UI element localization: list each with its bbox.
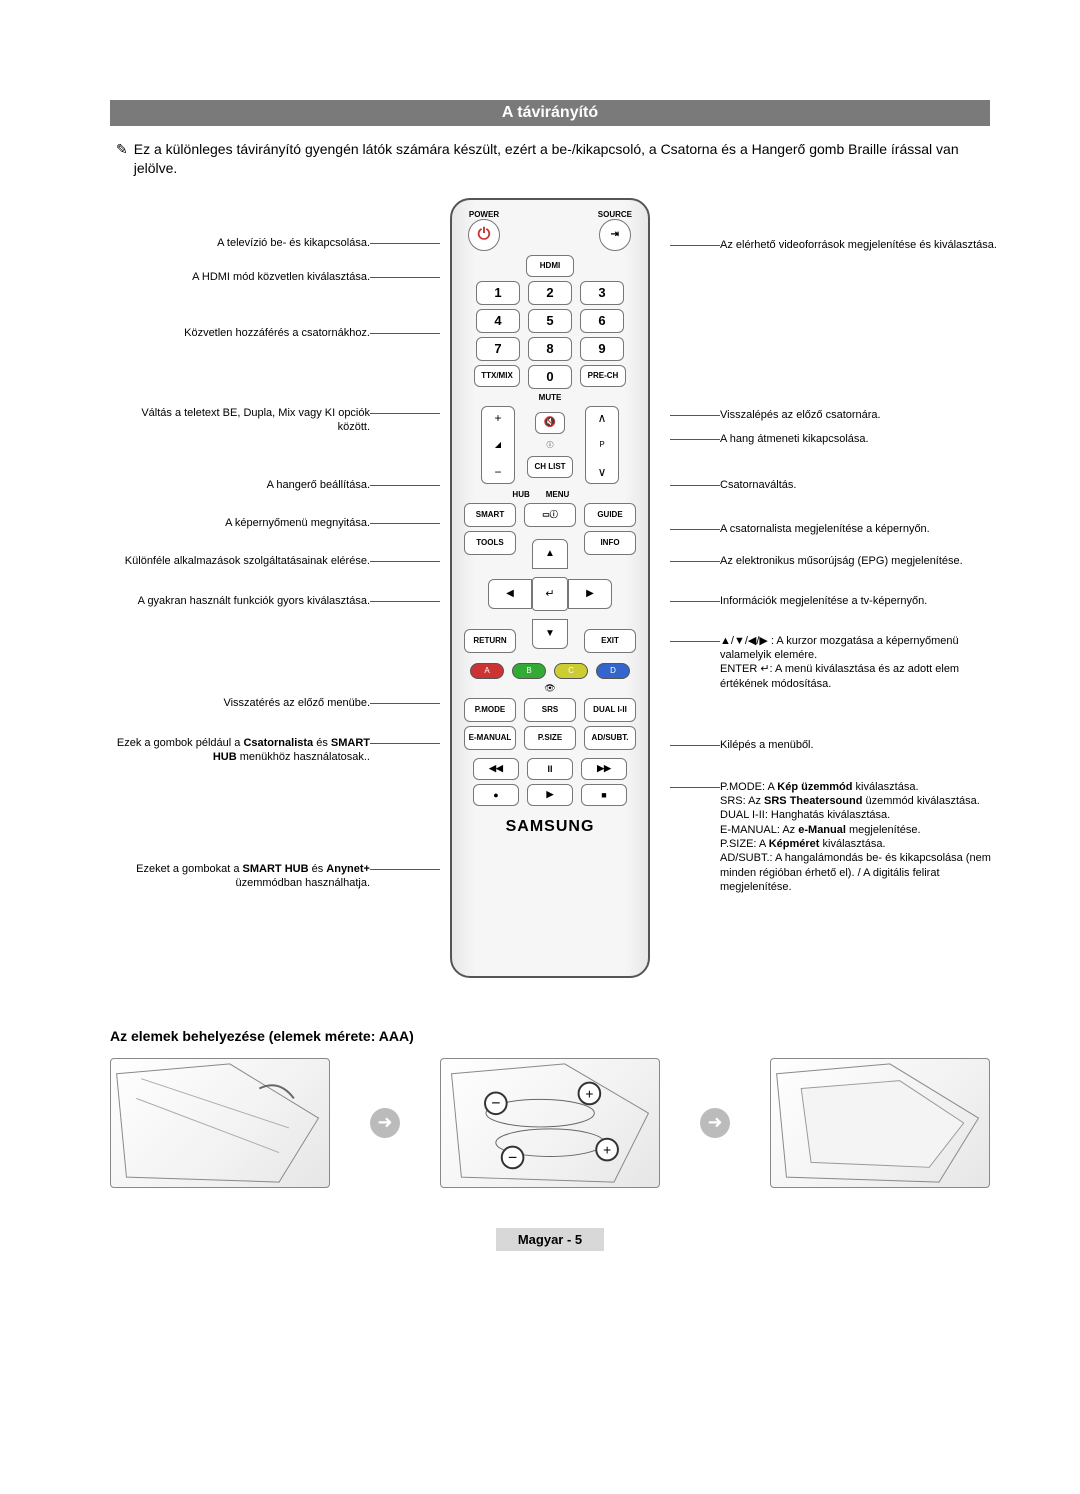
callout: A hangerő beállítása. bbox=[110, 478, 370, 492]
note-icon: ✎ bbox=[116, 140, 128, 158]
emanual-button[interactable]: E-MANUAL bbox=[464, 726, 516, 750]
num-1[interactable]: 1 bbox=[476, 281, 520, 305]
callout: Visszatérés az előző menübe. bbox=[110, 696, 370, 710]
callout: Visszalépés az előző csatornára. bbox=[720, 408, 1000, 422]
num-6[interactable]: 6 bbox=[580, 309, 624, 333]
remote-layout: A televízió be- és kikapcsolása. A HDMI m… bbox=[110, 198, 990, 998]
menu-button[interactable]: ▭ⓘ bbox=[524, 503, 576, 527]
intro-row: ✎ Ez a különleges távirányító gyengén lá… bbox=[110, 140, 990, 178]
chlist-button[interactable]: CH LIST bbox=[527, 456, 573, 478]
callout: Információk megjelenítése a tv-képernyőn… bbox=[720, 594, 1000, 608]
vol-down-icon: − bbox=[494, 465, 501, 479]
callout: Csatornaváltás. bbox=[720, 478, 1000, 492]
power-button[interactable]: ⏻ bbox=[468, 219, 500, 251]
prech-button[interactable]: PRE-CH bbox=[580, 365, 626, 387]
menu-label: MENU bbox=[546, 490, 570, 499]
vol-up-icon: + bbox=[494, 411, 501, 425]
callout: Az elérhető videoforrások megjelenítése … bbox=[720, 238, 1000, 252]
num-8[interactable]: 8 bbox=[528, 337, 572, 361]
callout: A képernyőmenü megnyitása. bbox=[110, 516, 370, 530]
num-4[interactable]: 4 bbox=[476, 309, 520, 333]
color-d[interactable]: D bbox=[596, 663, 630, 679]
battery-step-1 bbox=[110, 1058, 330, 1188]
color-b[interactable]: B bbox=[512, 663, 546, 679]
dpad: ▲ ▼ ◀ ▶ ↵ bbox=[470, 539, 630, 649]
callout: A csatornalista megjelenítése a képernyő… bbox=[720, 522, 1000, 536]
plus-icon: + bbox=[585, 1086, 593, 1101]
num-2[interactable]: 2 bbox=[528, 281, 572, 305]
callout: Különféle alkalmazások szolgáltatásainak… bbox=[110, 554, 370, 568]
pause-button[interactable]: II bbox=[527, 758, 573, 780]
source-label: SOURCE bbox=[598, 210, 632, 219]
page-number: Magyar - 5 bbox=[496, 1228, 604, 1251]
adsubt-button[interactable]: AD/SUBT. bbox=[584, 726, 636, 750]
callout: ▲/▼/◀/▶ : A kurzor mozgatása a képernyőm… bbox=[720, 634, 1000, 691]
battery-heading: Az elemek behelyezése (elemek mérete: AA… bbox=[110, 1028, 990, 1044]
step-arrow-icon: ➜ bbox=[700, 1108, 730, 1138]
battery-step-2: + − + − bbox=[440, 1058, 660, 1188]
mute-label: MUTE bbox=[539, 393, 562, 402]
callout: Közvetlen hozzáférés a csatornákhoz. bbox=[110, 326, 370, 340]
srs-button[interactable]: SRS bbox=[524, 698, 576, 722]
psize-button[interactable]: P.SIZE bbox=[524, 726, 576, 750]
battery-step-3 bbox=[770, 1058, 990, 1188]
num-9[interactable]: 9 bbox=[580, 337, 624, 361]
callout: P.MODE: A Kép üzemmód kiválasztása.SRS: … bbox=[720, 780, 1000, 894]
stop-button[interactable]: ■ bbox=[581, 784, 627, 806]
minus-icon: − bbox=[508, 1149, 517, 1166]
dpad-enter[interactable]: ↵ bbox=[532, 577, 568, 611]
hdmi-button[interactable]: HDMI bbox=[526, 255, 574, 277]
power-label: POWER bbox=[469, 210, 499, 219]
smart-button[interactable]: SMART bbox=[464, 503, 516, 527]
callout: Váltás a teletext BE, Dupla, Mix vagy KI… bbox=[110, 406, 370, 435]
callout: Ezek a gombok például a Csatornalista és… bbox=[110, 736, 370, 765]
volume-rocker[interactable]: + ◢ − bbox=[481, 406, 515, 484]
dpad-right[interactable]: ▶ bbox=[568, 579, 612, 609]
dpad-left[interactable]: ◀ bbox=[488, 579, 532, 609]
color-c[interactable]: C bbox=[554, 663, 588, 679]
num-0[interactable]: 0 bbox=[528, 365, 572, 389]
play-button[interactable]: ▶ bbox=[527, 784, 573, 806]
callout: A gyakran használt funkciók gyors kivála… bbox=[110, 594, 370, 608]
dpad-down[interactable]: ▼ bbox=[532, 619, 568, 649]
brand-logo: SAMSUNG bbox=[506, 818, 595, 836]
num-3[interactable]: 3 bbox=[580, 281, 624, 305]
num-7[interactable]: 7 bbox=[476, 337, 520, 361]
callout: A televízió be- és kikapcsolása. bbox=[110, 236, 370, 250]
callout: A hang átmeneti kikapcsolása. bbox=[720, 432, 1000, 446]
source-button[interactable]: ⇥ bbox=[599, 219, 631, 251]
ch-down-icon: ∨ bbox=[598, 465, 607, 479]
svg-text:−: − bbox=[491, 1095, 500, 1112]
step-arrow-icon: ➜ bbox=[370, 1108, 400, 1138]
remote-body: POWER ⏻ SOURCE ⇥ HDMI 123 456 789 TTX/MI… bbox=[450, 198, 650, 978]
num-5[interactable]: 5 bbox=[528, 309, 572, 333]
dual-button[interactable]: DUAL I-II bbox=[584, 698, 636, 722]
guide-button[interactable]: GUIDE bbox=[584, 503, 636, 527]
ch-mid: P bbox=[599, 440, 604, 449]
callout: Kilépés a menüből. bbox=[720, 738, 1000, 752]
vol-icon: ◢ bbox=[495, 440, 501, 449]
ttx-button[interactable]: TTX/MIX bbox=[474, 365, 520, 387]
mute-button[interactable]: 🔇 bbox=[535, 412, 565, 434]
rewind-button[interactable]: ◀◀ bbox=[473, 758, 519, 780]
callout: Az elektronikus műsorújság (EPG) megjele… bbox=[720, 554, 1000, 568]
section-header: A távirányító bbox=[110, 100, 990, 126]
page-footer: Magyar - 5 bbox=[110, 1228, 990, 1251]
ffwd-button[interactable]: ▶▶ bbox=[581, 758, 627, 780]
ch-up-icon: ∧ bbox=[598, 411, 607, 425]
eye-icon: 👁 bbox=[544, 683, 555, 694]
callout: Ezeket a gombokat a SMART HUB és Anynet+… bbox=[110, 862, 370, 891]
callout: A HDMI mód közvetlen kiválasztása. bbox=[110, 270, 370, 284]
battery-row: ➜ + − + − ➜ bbox=[110, 1058, 990, 1188]
channel-rocker[interactable]: ∧ P ∨ bbox=[585, 406, 619, 484]
pmode-button[interactable]: P.MODE bbox=[464, 698, 516, 722]
record-button[interactable]: ● bbox=[473, 784, 519, 806]
dpad-up[interactable]: ▲ bbox=[532, 539, 568, 569]
intro-text: Ez a különleges távirányító gyengén látó… bbox=[134, 140, 990, 178]
color-a[interactable]: A bbox=[470, 663, 504, 679]
hub-label: HUB bbox=[512, 490, 529, 499]
svg-text:+: + bbox=[603, 1142, 611, 1157]
